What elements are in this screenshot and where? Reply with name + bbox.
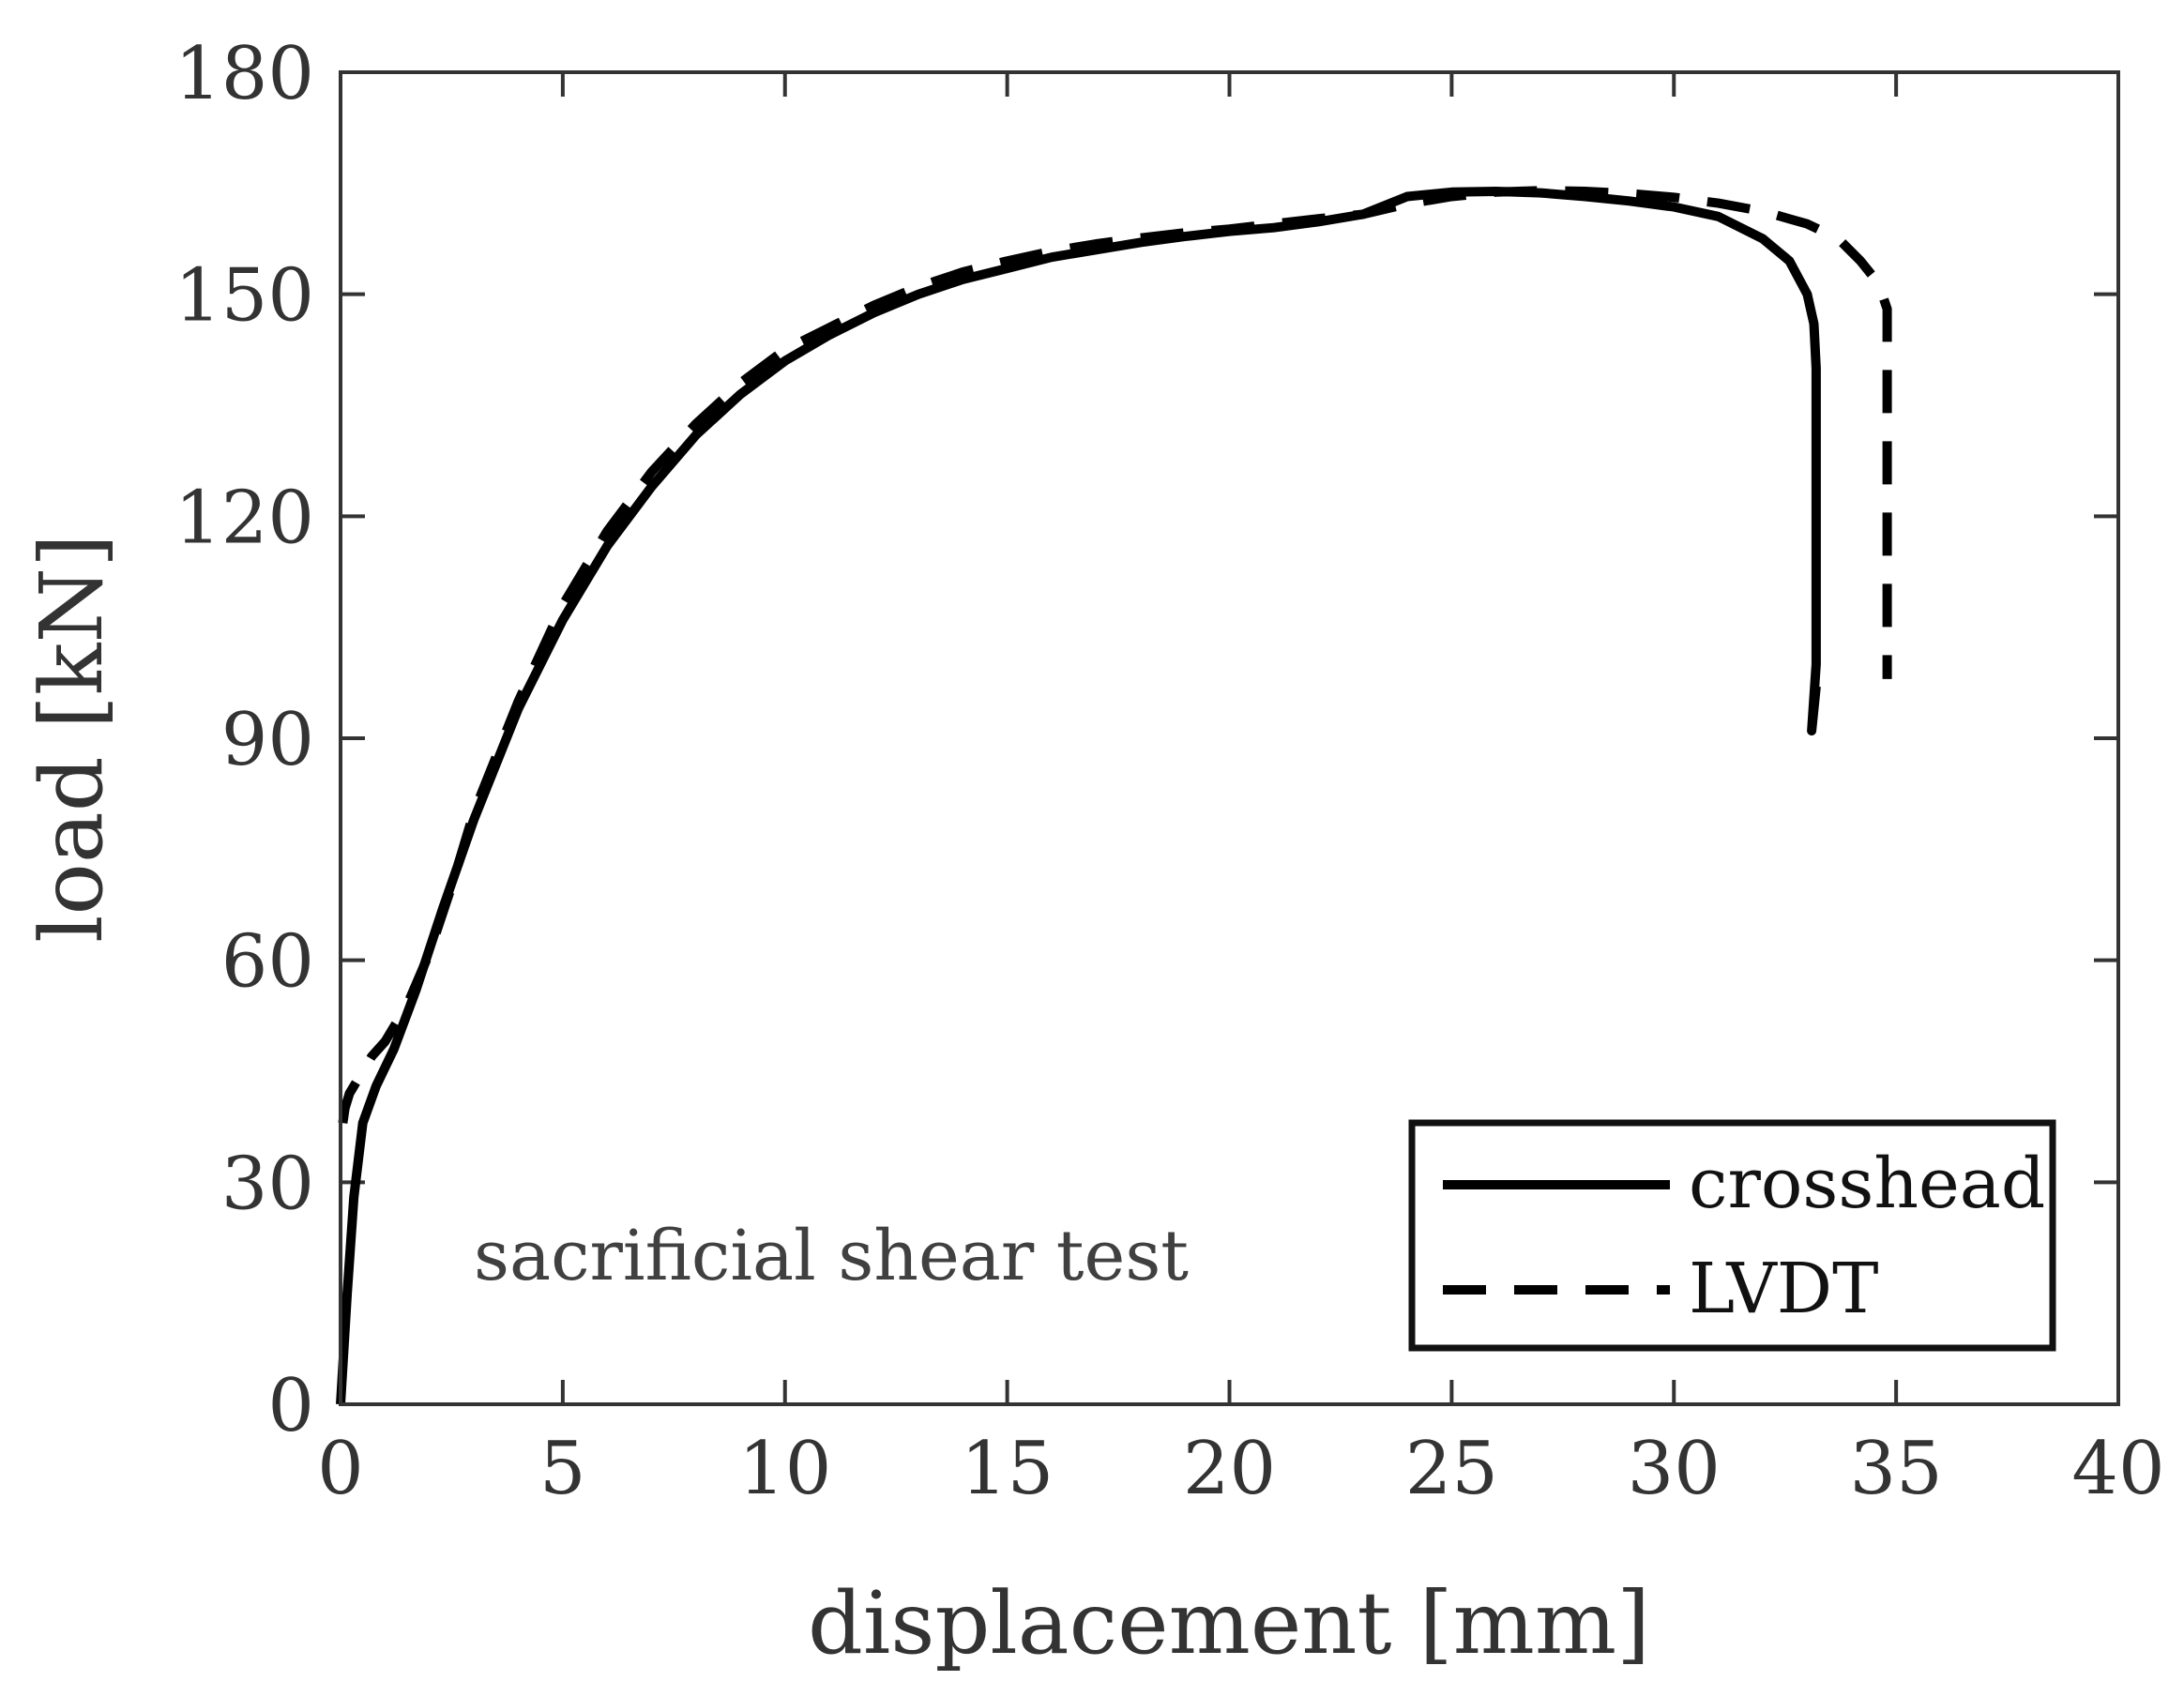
y-axis-ticks: 0 30 60 90 120 150 180 — [174, 32, 2118, 1448]
plot-frame — [339, 70, 2120, 1406]
legend-label-lvdt: LVDT — [1689, 1249, 1879, 1329]
x-tick-label: 35 — [1849, 1427, 1942, 1511]
y-tick-label: 0 — [267, 1364, 314, 1448]
chart-annotation: sacrificial shear test — [474, 1216, 1189, 1296]
x-tick-label: 0 — [317, 1427, 364, 1511]
y-tick-label: 150 — [174, 254, 314, 339]
x-axis-label: displacement [mm] — [808, 1573, 1650, 1673]
y-tick-label: 90 — [221, 698, 314, 782]
series-line-lvdt — [338, 186, 1892, 1124]
x-tick-label: 40 — [2071, 1427, 2164, 1511]
x-tick-label: 10 — [738, 1427, 831, 1511]
legend-label-crosshead: crosshead — [1689, 1143, 2045, 1224]
x-tick-label: 20 — [1183, 1427, 1276, 1511]
y-tick-label: 60 — [221, 920, 314, 1005]
x-tick-label: 25 — [1405, 1427, 1498, 1511]
legend-box — [1408, 1119, 2056, 1352]
x-axis-ticks: 0 5 10 15 20 25 30 35 40 — [317, 72, 2165, 1511]
legend: crosshead LVDT — [1408, 1119, 2056, 1352]
y-tick-label: 30 — [221, 1142, 314, 1226]
x-tick-label: 15 — [961, 1427, 1054, 1511]
y-axis-label: load [kN] — [22, 534, 122, 943]
x-tick-label: 30 — [1628, 1427, 1721, 1511]
y-tick-label: 180 — [174, 32, 314, 116]
x-tick-label: 5 — [539, 1427, 586, 1511]
series-layer — [336, 186, 1892, 1405]
y-tick-label: 120 — [174, 476, 314, 560]
